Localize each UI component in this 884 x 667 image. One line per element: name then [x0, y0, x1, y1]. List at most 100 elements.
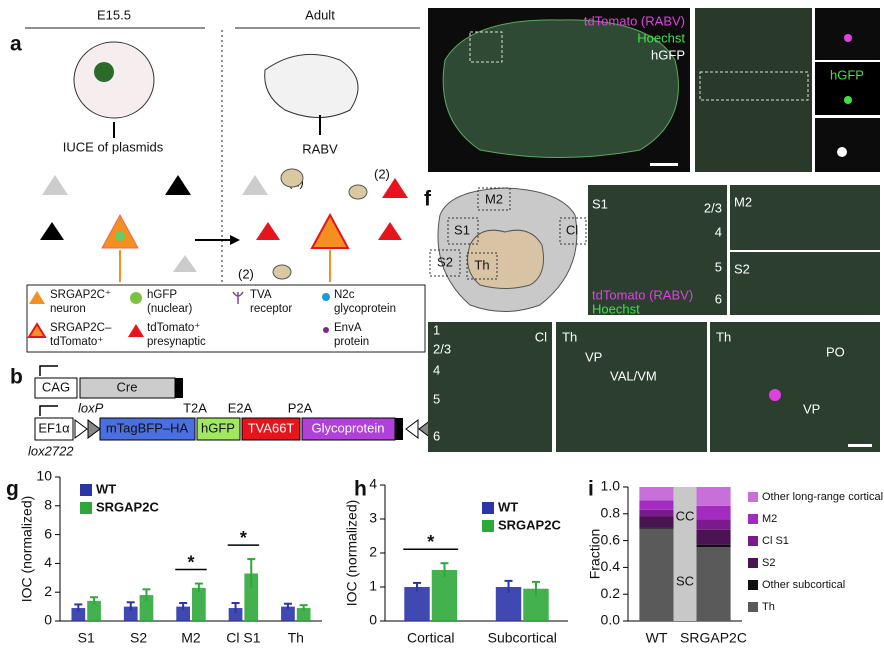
- bar-segment: [696, 547, 731, 621]
- inset-box: [559, 217, 587, 245]
- image: [588, 185, 727, 315]
- legend-icon: [27, 322, 47, 338]
- label: Hoechst: [592, 301, 640, 316]
- layer: 1: [433, 322, 440, 337]
- arrow: [230, 235, 240, 245]
- significance: *: [240, 528, 247, 548]
- y-tick-label: 0.6: [601, 531, 621, 547]
- label: lox2722: [28, 443, 74, 458]
- significance: *: [427, 532, 434, 552]
- brain-structure: [467, 229, 544, 289]
- bar-segment: [696, 544, 731, 548]
- significance: *: [187, 552, 194, 572]
- bar: [71, 608, 86, 621]
- legend-text: hGFP: [147, 289, 177, 301]
- legend-box: [26, 284, 426, 353]
- element: [34, 417, 74, 441]
- legend-label: SRGAP2C: [498, 517, 561, 532]
- y-tick-label: 3: [369, 510, 377, 526]
- legend-text: glycoprotein: [334, 303, 396, 315]
- bar: [431, 570, 458, 621]
- element-label: TVA66T: [248, 420, 295, 435]
- nucleus: [115, 231, 125, 241]
- bar: [404, 587, 430, 621]
- lox: [87, 419, 101, 439]
- y-tick-label: 0.8: [601, 505, 621, 521]
- layer: 5: [715, 259, 722, 274]
- legend-swatch: [748, 558, 758, 568]
- legend-label: SRGAP2C: [96, 499, 159, 514]
- element-label: mTagBFP–HA: [106, 420, 189, 435]
- x-tick-label: Cortical: [407, 630, 454, 646]
- layer: 6: [715, 291, 722, 306]
- neuron: [42, 175, 68, 195]
- panel-a: E15.5 Adult IUCE of plasmids RABV (1) (2…: [25, 7, 426, 353]
- label: Cl: [535, 329, 547, 344]
- bar-segment: [639, 487, 674, 501]
- legend-label: Other subcortical: [762, 579, 845, 591]
- x-tick-label: S2: [130, 630, 147, 646]
- legend-icon: [128, 324, 144, 337]
- label: S1: [592, 196, 608, 211]
- image: [815, 118, 880, 172]
- region: Th: [474, 257, 489, 272]
- x-tick-label: WT: [646, 630, 668, 646]
- scale-bar: [848, 444, 872, 447]
- bar-segment: [696, 529, 731, 545]
- legend-text: (nuclear): [147, 303, 193, 315]
- legend-swatch: [482, 520, 494, 532]
- legend-swatch: [748, 536, 758, 546]
- legend-label: Cl S1: [762, 535, 789, 547]
- image: [730, 252, 880, 315]
- bar: [139, 595, 154, 621]
- label: S2: [734, 261, 750, 276]
- label: Th: [562, 329, 577, 344]
- label: tdTomato (RABV): [584, 13, 685, 28]
- neuron: [310, 212, 350, 249]
- bar-segment: [639, 509, 674, 517]
- region: S1: [454, 222, 470, 237]
- panel-label: i: [588, 478, 594, 501]
- legend-text: protein: [334, 336, 369, 348]
- image: [556, 322, 707, 452]
- image: [815, 62, 880, 115]
- legend-icon: [130, 292, 142, 304]
- cell: [769, 389, 781, 401]
- bar: [123, 606, 138, 621]
- y-axis-label: IOC (normalized): [344, 500, 360, 607]
- legend-swatch: [80, 502, 92, 514]
- label: IUCE of plasmids: [63, 139, 164, 154]
- stage: E15.5: [97, 7, 131, 22]
- lox: [74, 419, 88, 439]
- neuron: [256, 222, 280, 240]
- x-tick-label: Cl S1: [226, 630, 260, 646]
- label: hGFP: [830, 67, 864, 82]
- label: P2A: [288, 400, 313, 415]
- legend-text: receptor: [250, 303, 292, 315]
- bar: [281, 606, 295, 621]
- promoter-arrow: [39, 365, 58, 376]
- images: tdTomato (RABV) Hoechst hGFP hGFP M2 S1 …: [428, 8, 880, 452]
- bar: [244, 573, 259, 621]
- legend-text: TVA: [250, 289, 272, 301]
- neuron: [173, 255, 197, 272]
- x-tick-label: S1: [78, 630, 95, 646]
- element-label: EF1α: [38, 420, 70, 435]
- image: [695, 8, 812, 172]
- legend-text: EnvA: [334, 322, 362, 334]
- layer: 2/3: [704, 200, 722, 215]
- panel-label: a: [10, 33, 22, 56]
- divider-band: [673, 487, 697, 621]
- image: [730, 185, 880, 250]
- layer: 6: [433, 428, 440, 443]
- bar-segment: [696, 505, 731, 520]
- legend-label: WT: [96, 481, 116, 496]
- element-label: CAG: [42, 379, 70, 394]
- region: M2: [485, 191, 503, 206]
- x-tick-label: Subcortical: [488, 630, 557, 646]
- y-tick-label: 0.4: [601, 558, 621, 574]
- label: Hoechst: [637, 30, 685, 45]
- legend-label: S2: [762, 557, 775, 569]
- bar: [296, 608, 311, 621]
